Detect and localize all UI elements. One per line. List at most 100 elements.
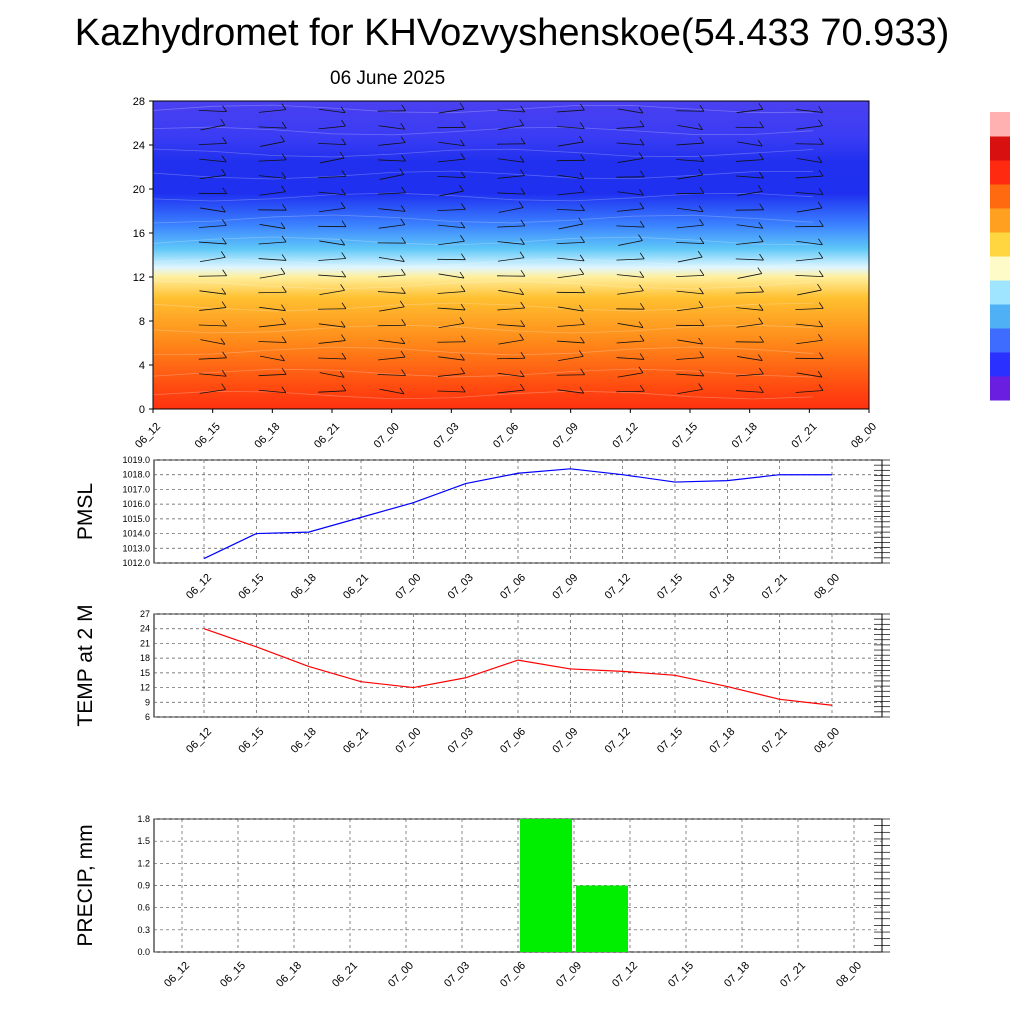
wind-barb-flag [579,172,585,179]
y-tick-label: 0.0 [137,947,150,957]
wind-barb-flag [759,171,764,179]
y-tick-label: 9 [145,697,150,707]
contour-line [152,148,814,158]
wind-barb-flag [222,187,227,194]
wind-barb-flag [699,369,705,377]
wind-barb [498,339,524,345]
wind-barb [735,390,764,393]
wind-barb [200,124,225,131]
contour-line [152,324,814,334]
wind-barb [736,191,763,196]
wind-barb [497,175,525,179]
wind-barb-flag [817,283,822,291]
wind-barb [557,306,584,312]
wind-barb-flag [759,153,764,160]
wind-barb [378,257,405,262]
wind-barb-flag [399,300,405,308]
colorbar-swatch [990,248,1010,257]
wind-barb-flag [340,238,346,246]
wind-barb-flag [579,386,585,394]
wind-barb [379,388,404,395]
wind-barb [556,242,585,244]
wind-barb [198,143,227,145]
wind-barb-flag [818,106,824,113]
wind-barb-flag [698,168,704,176]
chart-date: 06 June 2025 [330,68,446,89]
colorbar-swatch [990,288,1010,297]
wind-barb-flag [460,285,466,292]
wind-barb [796,240,823,246]
wind-barb-flag [818,384,824,391]
wind-barb-flag [699,187,705,194]
wind-barb [437,373,465,377]
wind-barb [318,108,346,114]
x-tick-label: 07_09 [550,572,580,602]
wind-barb [319,157,345,164]
x-tick-label: 07_18 [707,572,737,602]
wind-barb-flag [401,268,406,276]
y-tick-label: 15 [140,668,150,678]
temp-panel: 6 9 12 15 18 21 24 27 06_12 06_15 06_18 06_21 07_00 0… [74,604,890,756]
wind-barb [497,324,525,327]
wind-barb-flag [400,136,406,143]
colorbar-swatch [990,336,1010,345]
wind-barb-flag [579,268,585,275]
wind-barb-flag [759,335,764,343]
y-tick-label: 12 [133,272,145,284]
wind-barb-flag [341,188,346,196]
wind-barb [199,158,227,163]
wind-barb-flag [580,103,585,111]
wind-barb-flag [221,287,227,295]
wind-barb-flag [221,155,227,163]
contour-line [152,104,814,114]
wind-barb-flag [459,102,465,110]
x-tick-label: 07_06 [498,572,528,602]
wind-barb-flag [460,253,466,260]
wind-barb-flag [401,236,406,244]
wind-barb [795,390,824,393]
x-tick-label: 07_18 [730,421,760,451]
wind-barb-flag [341,119,346,127]
wind-barb [616,274,644,278]
wind-barb-flag [459,184,464,192]
wind-barb [616,126,645,129]
wind-barb-flag [222,237,227,245]
wind-barb [736,241,764,245]
wind-barb-flag [400,205,406,212]
wind-barb-flag [281,235,287,243]
wind-barb-flag [341,270,347,278]
wind-barb [497,109,525,113]
wind-barb-flag [222,219,227,226]
contour-line [152,192,814,202]
wind-barb [796,372,823,378]
wind-barb [736,307,764,311]
x-tick-label: 06_15 [193,421,223,451]
x-tick-label: 07_09 [551,421,581,451]
x-tick-label: 07_00 [393,726,423,756]
wind-barb-flag [460,121,466,128]
wind-barb-flag [222,105,227,112]
wind-barb-flag [281,172,287,179]
wind-barb-flag [817,156,823,163]
wind-barb [200,256,226,263]
wind-barb [616,208,644,212]
wind-barb-flag [281,103,287,110]
wind-barb-flag [580,336,585,344]
wind-barb [676,290,704,295]
wind-barb-flag [340,106,346,113]
wind-barb [735,291,764,294]
wind-barb-flag [580,318,585,325]
wind-barb-flag [401,287,406,294]
wind-barb [378,125,405,130]
wind-barb-flag [339,151,345,159]
x-tick-label: 08_00 [812,572,842,602]
x-tick-label: 06_12 [184,726,214,756]
wind-barb-flag [818,220,824,227]
wind-barb-flag [580,154,585,161]
wind-barb-flag [460,353,465,361]
x-tick-label: 06_18 [289,572,319,602]
wind-barb [737,273,762,279]
wind-barb-flag [221,370,227,377]
wind-barb-flag [638,152,644,159]
wind-barb-flag [639,202,645,209]
